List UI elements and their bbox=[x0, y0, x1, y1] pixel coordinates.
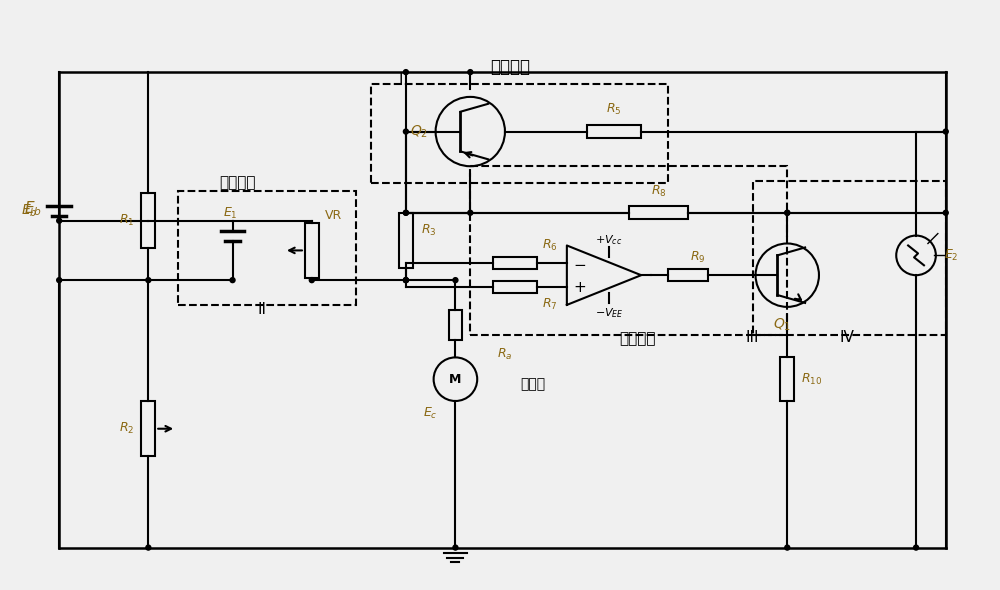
Text: VR: VR bbox=[325, 209, 342, 222]
Circle shape bbox=[453, 278, 458, 283]
Circle shape bbox=[57, 218, 62, 223]
Circle shape bbox=[403, 129, 408, 134]
Text: $E_2$: $E_2$ bbox=[944, 248, 958, 263]
Circle shape bbox=[468, 70, 473, 74]
Text: $+$: $+$ bbox=[573, 280, 586, 294]
Bar bbox=[470, 166, 787, 335]
Text: $Q_2$: $Q_2$ bbox=[410, 123, 428, 140]
Bar bbox=[305, 223, 319, 278]
Bar bbox=[371, 84, 668, 183]
Text: $R_9$: $R_9$ bbox=[690, 250, 706, 265]
Text: $E_1$: $E_1$ bbox=[223, 206, 238, 221]
Circle shape bbox=[453, 545, 458, 550]
Text: $R_{10}$: $R_{10}$ bbox=[801, 372, 823, 387]
Circle shape bbox=[943, 129, 948, 134]
Text: $E_b$: $E_b$ bbox=[21, 202, 38, 219]
Bar bbox=[141, 401, 155, 456]
Text: $Q_1$: $Q_1$ bbox=[773, 316, 791, 333]
Text: 基准电压: 基准电压 bbox=[219, 176, 256, 191]
Bar bbox=[780, 357, 794, 401]
Bar bbox=[668, 269, 708, 281]
Text: M: M bbox=[449, 373, 462, 386]
Circle shape bbox=[468, 210, 473, 215]
Bar bbox=[493, 257, 537, 269]
Circle shape bbox=[403, 210, 408, 215]
Bar bbox=[587, 124, 641, 139]
Circle shape bbox=[309, 278, 314, 283]
Circle shape bbox=[403, 210, 408, 215]
Circle shape bbox=[785, 545, 790, 550]
Bar bbox=[493, 281, 537, 293]
Text: $-$: $-$ bbox=[573, 256, 586, 271]
Text: $-V_{EE}$: $-V_{EE}$ bbox=[595, 306, 623, 320]
Text: $R_a$: $R_a$ bbox=[497, 347, 513, 362]
Circle shape bbox=[57, 278, 62, 283]
Text: IV: IV bbox=[839, 330, 854, 345]
Circle shape bbox=[146, 545, 151, 550]
Text: $R_3$: $R_3$ bbox=[421, 223, 436, 238]
Circle shape bbox=[785, 210, 790, 215]
Text: $R_7$: $R_7$ bbox=[542, 297, 557, 313]
Text: $R_8$: $R_8$ bbox=[651, 183, 666, 199]
Text: 功率放大: 功率放大 bbox=[490, 58, 530, 76]
Bar bbox=[449, 310, 462, 340]
Text: 比较放大: 比较放大 bbox=[619, 332, 655, 347]
Bar bbox=[178, 191, 356, 305]
Text: $R_6$: $R_6$ bbox=[542, 238, 557, 253]
Circle shape bbox=[914, 545, 919, 550]
Text: I: I bbox=[399, 73, 403, 87]
Circle shape bbox=[230, 278, 235, 283]
Bar bbox=[399, 213, 413, 268]
Text: II: II bbox=[258, 302, 267, 317]
Circle shape bbox=[403, 278, 408, 283]
Bar bbox=[753, 181, 946, 335]
Text: III: III bbox=[746, 330, 759, 345]
Text: $R_2$: $R_2$ bbox=[119, 421, 134, 436]
Circle shape bbox=[403, 70, 408, 74]
Circle shape bbox=[146, 278, 151, 283]
Bar bbox=[629, 206, 688, 219]
Text: $E_b$: $E_b$ bbox=[24, 199, 41, 218]
Text: $R_1$: $R_1$ bbox=[119, 213, 134, 228]
Circle shape bbox=[403, 278, 408, 283]
Text: $+V_{cc}$: $+V_{cc}$ bbox=[595, 234, 623, 247]
Text: 电动机: 电动机 bbox=[520, 377, 545, 391]
Bar bbox=[141, 194, 155, 248]
Circle shape bbox=[403, 278, 408, 283]
Text: $R_5$: $R_5$ bbox=[606, 102, 622, 117]
Circle shape bbox=[943, 210, 948, 215]
Text: $E_c$: $E_c$ bbox=[423, 407, 438, 421]
Circle shape bbox=[785, 210, 790, 215]
